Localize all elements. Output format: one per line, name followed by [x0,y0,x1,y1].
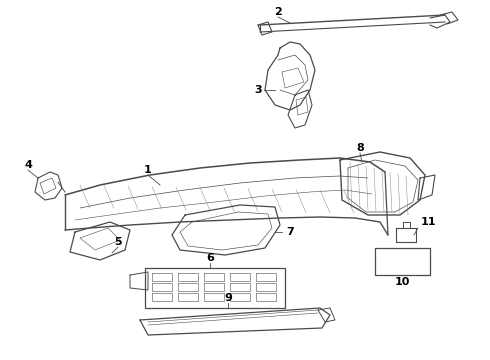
Text: 1: 1 [144,165,152,175]
Text: 11: 11 [420,217,436,227]
Text: 7: 7 [286,227,294,237]
Text: 9: 9 [224,293,232,303]
Text: 10: 10 [394,277,410,287]
Text: 8: 8 [356,143,364,153]
Text: 2: 2 [274,7,282,17]
Text: 6: 6 [206,253,214,263]
Text: 3: 3 [254,85,262,95]
Text: 4: 4 [24,160,32,170]
Text: 5: 5 [114,237,122,247]
